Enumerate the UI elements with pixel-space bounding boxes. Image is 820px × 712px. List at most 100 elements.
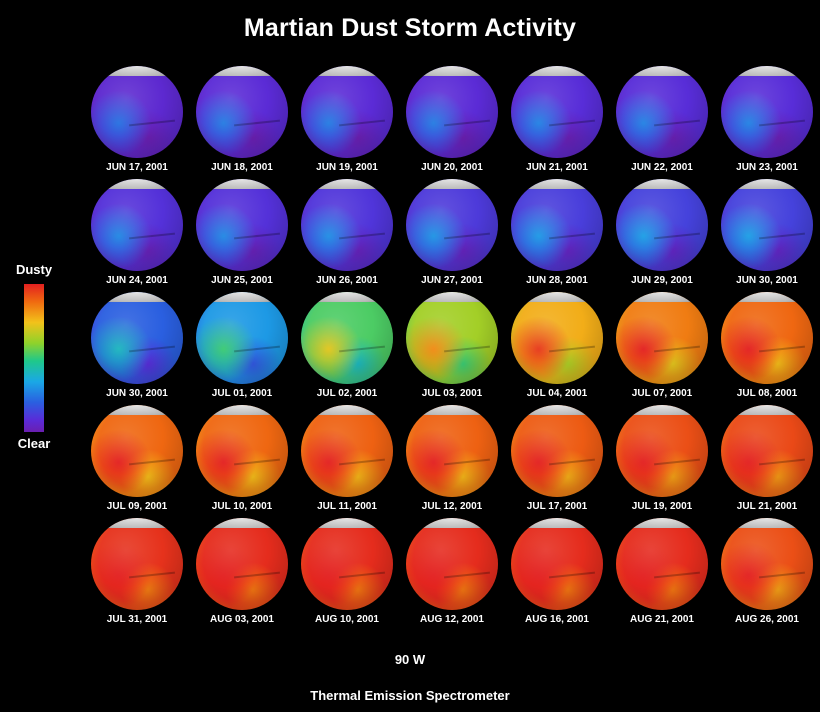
snapshot-date-label: JUL 07, 2001 (631, 388, 693, 399)
polar-cap (91, 179, 183, 189)
globe-snapshot: JUN 26, 2001 (300, 179, 394, 291)
globe-snapshot: JUL 17, 2001 (510, 405, 604, 517)
snapshot-date-label: JUN 24, 2001 (106, 275, 168, 286)
globe-snapshot: JUN 18, 2001 (195, 66, 289, 178)
globe-shading (196, 405, 288, 497)
polar-cap (196, 518, 288, 528)
snapshot-date-label: JUN 30, 2001 (736, 275, 798, 286)
mars-globe-image (196, 292, 288, 384)
snapshot-date-label: JUL 31, 2001 (106, 614, 168, 625)
globe-snapshot: JUN 28, 2001 (510, 179, 604, 291)
polar-cap (196, 292, 288, 302)
globe-shading (406, 66, 498, 158)
polar-cap (616, 179, 708, 189)
globe-shading (406, 405, 498, 497)
polar-cap (721, 66, 813, 76)
globe-snapshot: JUN 30, 2001 (720, 179, 814, 291)
snapshot-date-label: JUL 02, 2001 (316, 388, 378, 399)
mars-globe-image (196, 518, 288, 610)
snapshot-date-label: JUL 11, 2001 (317, 501, 377, 512)
mars-globe-image (301, 179, 393, 271)
globe-shading (511, 518, 603, 610)
mars-globe-image (301, 518, 393, 610)
globe-shading (721, 292, 813, 384)
mars-globe-image (721, 292, 813, 384)
globe-shading (301, 292, 393, 384)
globe-snapshot: JUN 30, 2001 (90, 292, 184, 404)
mars-globe-image (721, 518, 813, 610)
mars-globe-image (91, 179, 183, 271)
globe-shading (511, 405, 603, 497)
mars-globe-image (511, 405, 603, 497)
mars-globe-image (721, 405, 813, 497)
polar-cap (616, 66, 708, 76)
snapshot-date-label: JUN 18, 2001 (211, 162, 273, 173)
globe-snapshot: JUL 08, 2001 (720, 292, 814, 404)
polar-cap (301, 405, 393, 415)
polar-cap (511, 405, 603, 415)
snapshot-date-label: JUL 04, 2001 (526, 388, 588, 399)
globe-snapshot: JUL 21, 2001 (720, 405, 814, 517)
globe-snapshot: JUL 31, 2001 (90, 518, 184, 630)
mars-globe-image (301, 405, 393, 497)
polar-cap (406, 405, 498, 415)
globe-shading (616, 179, 708, 271)
globe-snapshot: JUN 22, 2001 (615, 66, 709, 178)
globe-shading (721, 518, 813, 610)
polar-cap (511, 66, 603, 76)
polar-cap (721, 518, 813, 528)
polar-cap (196, 179, 288, 189)
globe-shading (406, 292, 498, 384)
polar-cap (721, 405, 813, 415)
snapshot-date-label: JUN 29, 2001 (631, 275, 693, 286)
polar-cap (301, 518, 393, 528)
polar-cap (301, 66, 393, 76)
mars-globe-image (196, 405, 288, 497)
snapshot-date-label: JUN 20, 2001 (421, 162, 483, 173)
mars-globe-image (616, 179, 708, 271)
globe-shading (616, 66, 708, 158)
globe-shading (91, 292, 183, 384)
globe-snapshot: JUN 23, 2001 (720, 66, 814, 178)
mars-globe-image (91, 292, 183, 384)
snapshot-date-label: AUG 16, 2001 (525, 614, 589, 625)
globe-shading (301, 66, 393, 158)
snapshot-date-label: AUG 26, 2001 (735, 614, 799, 625)
snapshot-date-label: JUN 22, 2001 (631, 162, 693, 173)
globe-shading (616, 292, 708, 384)
globe-snapshot: JUN 17, 2001 (90, 66, 184, 178)
globe-shading (721, 179, 813, 271)
snapshot-date-label: JUL 09, 2001 (106, 501, 168, 512)
legend-dusty-label: Dusty (15, 262, 53, 277)
polar-cap (91, 405, 183, 415)
globe-snapshot: JUN 19, 2001 (300, 66, 394, 178)
snapshot-date-label: JUN 30, 2001 (106, 388, 168, 399)
globe-shading (91, 66, 183, 158)
polar-cap (616, 518, 708, 528)
polar-cap (91, 518, 183, 528)
mars-globe-image (196, 66, 288, 158)
globe-snapshot: JUN 27, 2001 (405, 179, 499, 291)
globe-snapshot: AUG 03, 2001 (195, 518, 289, 630)
polar-cap (91, 292, 183, 302)
mars-globe-image (511, 66, 603, 158)
globe-shading (91, 405, 183, 497)
polar-cap (511, 179, 603, 189)
globe-snapshot: JUL 02, 2001 (300, 292, 394, 404)
polar-cap (91, 66, 183, 76)
snapshot-date-label: JUL 03, 2001 (421, 388, 483, 399)
globe-snapshot: AUG 10, 2001 (300, 518, 394, 630)
globe-snapshot: JUL 12, 2001 (405, 405, 499, 517)
polar-cap (196, 405, 288, 415)
globe-shading (721, 66, 813, 158)
globe-snapshot: AUG 12, 2001 (405, 518, 499, 630)
snapshot-date-label: JUL 01, 2001 (211, 388, 273, 399)
globe-snapshot: AUG 26, 2001 (720, 518, 814, 630)
snapshot-date-label: JUN 28, 2001 (526, 275, 588, 286)
mars-globe-image (616, 518, 708, 610)
globe-snapshot: JUN 20, 2001 (405, 66, 499, 178)
snapshot-date-label: AUG 10, 2001 (315, 614, 379, 625)
mars-globe-image (511, 179, 603, 271)
snapshot-date-label: JUL 08, 2001 (736, 388, 798, 399)
polar-cap (721, 179, 813, 189)
